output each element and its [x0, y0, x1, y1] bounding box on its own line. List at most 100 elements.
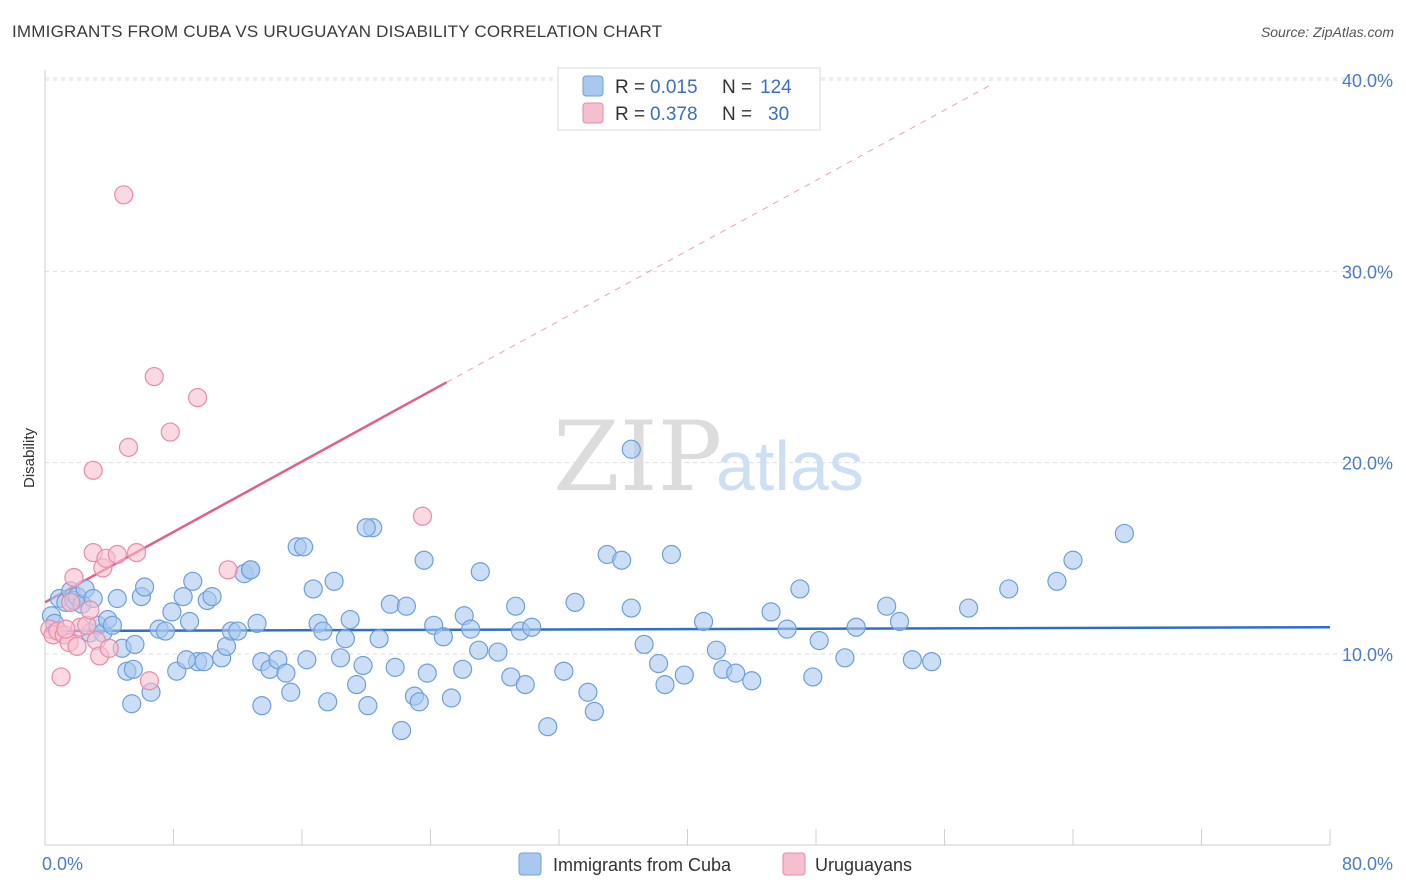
legend-n-value-1: 30: [768, 104, 789, 125]
y-tick-label-1: 20.0%: [1342, 454, 1393, 474]
point-uruguayan-20: [118, 437, 139, 457]
y-axis-label: Disability: [21, 427, 38, 488]
x-tick-label-1: 80.0%: [1342, 854, 1393, 874]
point-cuba-101: [790, 579, 810, 599]
point-cuba-99: [761, 602, 781, 622]
source-credit: Source: ZipAtlas.com: [1260, 24, 1394, 40]
point-uruguayan-27: [412, 506, 433, 526]
point-cuba-96: [706, 640, 727, 660]
point-uruguayan-17: [99, 638, 119, 658]
point-cuba-55: [340, 609, 360, 630]
point-cuba-51: [318, 692, 338, 712]
point-uruguayan-23: [144, 366, 164, 387]
point-cuba-94: [674, 665, 694, 685]
legend-r-value-0: 0.015: [650, 77, 698, 98]
point-cuba-30: [194, 652, 214, 672]
point-uruguayan-3: [51, 667, 71, 687]
point-uruguayan-26: [218, 560, 238, 580]
point-cuba-84: [565, 592, 585, 612]
point-cuba-57: [353, 655, 373, 676]
y-tick-label-0: 10.0%: [1342, 645, 1393, 665]
point-cuba-21: [134, 577, 155, 597]
point-cuba-15: [107, 588, 127, 609]
y-tick-labels: 10.0% 20.0% 30.0% 40.0%: [1342, 71, 1393, 665]
point-uruguayan-22: [139, 671, 160, 691]
point-uruguayan-25: [187, 388, 208, 408]
point-cuba-115: [356, 518, 376, 538]
point-cuba-50: [313, 621, 333, 641]
point-cuba-67: [414, 550, 434, 570]
point-cuba-75: [470, 562, 490, 582]
point-uruguayan-24: [160, 422, 180, 442]
bottom-legend-swatch-blue: [518, 852, 542, 876]
point-cuba-93: [661, 544, 682, 565]
point-cuba-41: [252, 696, 272, 716]
watermark-atlas: atlas: [716, 427, 864, 505]
point-uruguayan-8: [67, 636, 87, 656]
point-cuba-71: [441, 688, 461, 708]
point-cuba-18: [122, 694, 142, 714]
trend-line-extension-uruguayan: [446, 83, 993, 383]
watermark-zip: ZIP: [553, 401, 722, 513]
point-cuba-117: [621, 439, 641, 459]
point-cuba-58: [358, 696, 378, 716]
point-cuba-86: [584, 701, 604, 722]
point-uruguayan-29: [56, 619, 76, 639]
point-cuba-39: [247, 613, 267, 633]
point-cuba-95: [693, 611, 714, 632]
data-points: [40, 185, 1135, 741]
point-cuba-82: [538, 717, 558, 737]
point-cuba-74: [469, 640, 489, 660]
point-cuba-100: [777, 619, 797, 639]
point-cuba-120: [123, 659, 143, 679]
point-cuba-52: [324, 571, 344, 591]
point-cuba-61: [380, 594, 400, 614]
point-cuba-110: [958, 598, 979, 618]
point-cuba-111: [999, 579, 1019, 599]
point-cuba-119: [183, 571, 203, 591]
x-tick-label-0: 0.0%: [42, 854, 83, 874]
point-cuba-25: [162, 602, 182, 622]
point-uruguayan-19: [114, 185, 134, 205]
point-cuba-92: [655, 675, 675, 695]
point-cuba-24: [155, 621, 176, 641]
point-cuba-70: [433, 627, 453, 647]
point-cuba-48: [303, 579, 323, 599]
legend-r-label-0: R =: [615, 77, 645, 98]
point-cuba-68: [417, 663, 437, 683]
point-cuba-27: [173, 586, 193, 607]
point-uruguayan-18: [107, 544, 127, 565]
point-cuba-36: [228, 621, 248, 641]
point-cuba-123: [726, 663, 746, 683]
point-cuba-76: [488, 642, 508, 662]
point-uruguayan-7: [64, 567, 84, 588]
point-cuba-78: [506, 596, 526, 616]
trend-lines: [44, 83, 1331, 633]
x-tick-labels: 0.0% 80.0%: [42, 854, 1393, 874]
bottom-legend-label-0: Immigrants from Cuba: [553, 855, 732, 875]
point-cuba-112: [1047, 571, 1067, 591]
point-cuba-102: [803, 667, 823, 687]
point-cuba-107: [889, 611, 910, 632]
point-cuba-14: [102, 615, 123, 635]
legend-n-label-0: N =: [722, 77, 752, 98]
point-uruguayan-21: [126, 542, 147, 563]
point-cuba-108: [902, 650, 922, 670]
point-cuba-113: [1063, 550, 1083, 570]
point-cuba-88: [612, 550, 632, 570]
axes: [44, 70, 1331, 846]
point-cuba-63: [391, 720, 412, 741]
point-cuba-118: [241, 560, 261, 580]
point-cuba-116: [294, 537, 314, 557]
point-cuba-103: [809, 631, 829, 651]
point-cuba-83: [554, 661, 574, 681]
legend: R = 0.015 N = 124 R = 0.378 N = 30: [557, 67, 821, 131]
legend-n-value-0: 124: [760, 77, 792, 98]
legend-r-value-1: 0.378: [650, 104, 698, 125]
point-cuba-44: [276, 663, 296, 683]
point-cuba-81: [522, 617, 542, 637]
bottom-legend: Immigrants from Cuba Uruguayans: [518, 852, 912, 876]
point-cuba-91: [648, 653, 669, 674]
legend-n-label-1: N =: [722, 104, 752, 125]
